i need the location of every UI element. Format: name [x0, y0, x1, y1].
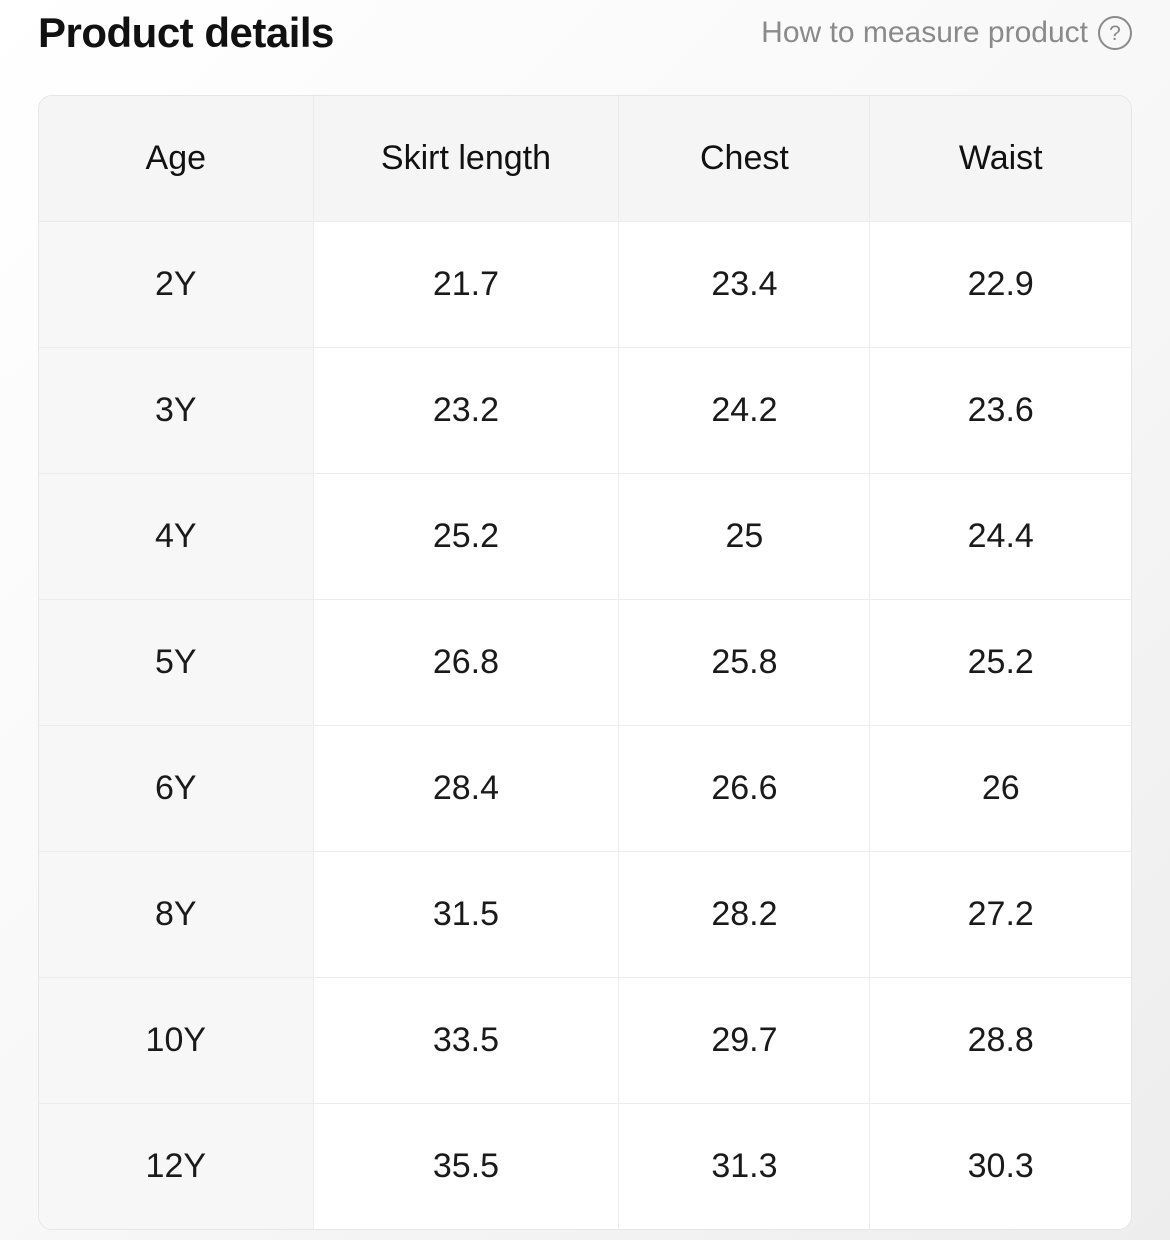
page-title: Product details [38, 9, 334, 56]
size-cell-waist: 30.3 [869, 1103, 1131, 1229]
size-chart-table: Age Skirt length Chest Waist 2Y 21.7 23.… [39, 96, 1131, 1229]
row-label-age: 3Y [39, 347, 314, 474]
size-cell-skirt-length: 28.4 [313, 725, 620, 852]
row-label-age: 6Y [39, 725, 314, 852]
row-label-age: 5Y [39, 599, 314, 726]
column-header-waist: Waist [869, 96, 1131, 222]
row-label-age: 2Y [39, 221, 314, 348]
size-cell-waist: 24.4 [869, 473, 1131, 600]
size-cell-chest: 23.4 [618, 221, 871, 348]
size-cell-waist: 28.8 [869, 977, 1131, 1104]
table-row: 12Y 35.5 31.3 30.3 [39, 1103, 1131, 1229]
size-chart-header: Age Skirt length Chest Waist [39, 96, 1131, 222]
size-cell-chest: 25 [618, 473, 871, 600]
size-cell-waist: 23.6 [869, 347, 1131, 474]
column-header-age: Age [39, 96, 314, 222]
size-cell-waist: 22.9 [869, 221, 1131, 348]
size-cell-skirt-length: 26.8 [313, 599, 620, 726]
size-cell-chest: 31.3 [618, 1103, 871, 1229]
size-table-body: 2Y 21.7 23.4 22.9 3Y 23.2 24.2 23.6 4Y 2… [39, 221, 1131, 1229]
size-cell-skirt-length: 33.5 [313, 977, 620, 1104]
table-row: 5Y 26.8 25.8 25.2 [39, 599, 1131, 726]
row-label-age: 10Y [39, 977, 314, 1104]
how-to-measure-link[interactable]: How to measure product ? [761, 16, 1132, 50]
page-header: Product details How to measure product ? [0, 0, 1170, 62]
size-chart-container: Age Skirt length Chest Waist 2Y 21.7 23.… [38, 95, 1132, 1230]
size-cell-skirt-length: 35.5 [313, 1103, 620, 1229]
table-row: 4Y 25.2 25 24.4 [39, 473, 1131, 600]
table-row: 10Y 33.5 29.7 28.8 [39, 977, 1131, 1104]
table-row: 2Y 21.7 23.4 22.9 [39, 221, 1131, 348]
row-label-age: 8Y [39, 851, 314, 978]
column-header-skirt-length: Skirt length [313, 96, 620, 222]
size-cell-skirt-length: 23.2 [313, 347, 620, 474]
size-cell-waist: 27.2 [869, 851, 1131, 978]
column-header-chest: Chest [618, 96, 871, 222]
size-cell-chest: 26.6 [618, 725, 871, 852]
table-row: 6Y 28.4 26.6 26 [39, 725, 1131, 852]
table-row: 3Y 23.2 24.2 23.6 [39, 347, 1131, 474]
size-cell-waist: 25.2 [869, 599, 1131, 726]
size-cell-chest: 28.2 [618, 851, 871, 978]
header-row: Age Skirt length Chest Waist [39, 96, 1131, 222]
row-label-age: 4Y [39, 473, 314, 600]
size-cell-skirt-length: 31.5 [313, 851, 620, 978]
table-row: 8Y 31.5 28.2 27.2 [39, 851, 1131, 978]
size-cell-chest: 25.8 [618, 599, 871, 726]
how-to-measure-label: How to measure product [761, 16, 1088, 49]
size-cell-chest: 29.7 [618, 977, 871, 1104]
size-cell-skirt-length: 25.2 [313, 473, 620, 600]
size-cell-chest: 24.2 [618, 347, 871, 474]
size-cell-skirt-length: 21.7 [313, 221, 620, 348]
question-mark-icon: ? [1098, 16, 1132, 50]
row-label-age: 12Y [39, 1103, 314, 1229]
size-cell-waist: 26 [869, 725, 1131, 852]
